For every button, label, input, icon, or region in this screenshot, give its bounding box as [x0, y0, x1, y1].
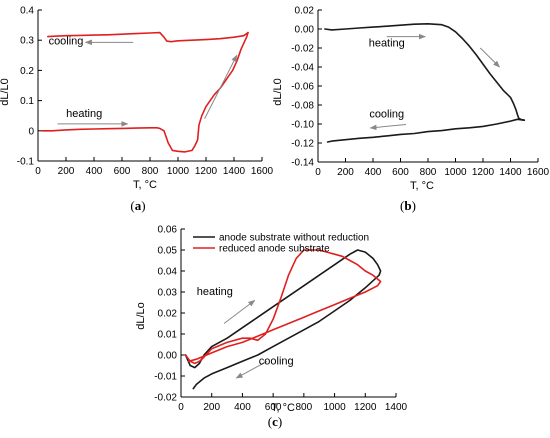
legend-entry: reduced anode substrate — [219, 244, 330, 255]
y-tick-label: -0.10 — [291, 120, 314, 131]
y-tick-label: 0.02 — [295, 6, 315, 17]
x-tick-label: 800 — [296, 402, 313, 413]
direction-arrow — [369, 123, 407, 131]
direction-arrow — [479, 47, 500, 68]
legend: anode substrate without reductionreduced… — [193, 233, 369, 255]
y-axis-label: dL/L0 — [272, 78, 284, 106]
panel-label: (a) — [130, 198, 145, 213]
x-tick-label: 200 — [58, 166, 75, 177]
series-line-1 — [184, 249, 382, 390]
x-tick-label: 600 — [265, 402, 282, 413]
annotation-heating: heating — [66, 108, 102, 120]
y-tick-label: -0.01 — [154, 372, 177, 383]
y-tick-label: -0.14 — [291, 158, 314, 169]
x-tick-label: 400 — [234, 402, 251, 413]
series-line-2 — [184, 249, 382, 365]
y-axis-label: dL/L0 — [0, 78, 11, 106]
x-tick-label: 1200 — [195, 166, 218, 177]
y-tick-label: 0.03 — [158, 288, 178, 299]
x-axis-label: T, °C — [133, 179, 157, 191]
annotation-cooling: cooling — [49, 36, 84, 48]
y-tick-label: -0.02 — [291, 44, 314, 55]
series-line-1 — [41, 31, 249, 153]
legend-entry: anode substrate without reduction — [219, 233, 369, 244]
y-tick-label: 0.04 — [158, 267, 178, 278]
y-tick-label: -0.04 — [291, 63, 314, 74]
x-tick-label: 200 — [203, 402, 220, 413]
annotation-heating: heating — [369, 38, 405, 50]
x-tick-label: 200 — [337, 167, 354, 178]
direction-arrow — [223, 299, 256, 324]
x-tick-label: 800 — [420, 167, 437, 178]
panel-label: (b) — [400, 198, 416, 213]
x-tick-label: 1200 — [354, 402, 377, 413]
series-line-1 — [324, 22, 526, 121]
x-tick-label: 0 — [35, 166, 41, 177]
series-line-2 — [46, 31, 249, 43]
direction-arrow — [204, 54, 238, 119]
y-tick-label: 0.00 — [158, 351, 178, 362]
x-tick-label: 1600 — [527, 167, 550, 178]
annotation-cooling: cooling — [369, 108, 404, 120]
y-tick-label: -0.08 — [291, 101, 314, 112]
y-tick-label: 0.02 — [158, 309, 178, 320]
x-tick-label: 0 — [178, 402, 184, 413]
y-axis-label: dL/Lo — [135, 302, 147, 330]
x-axis-label: T, °C — [271, 402, 295, 414]
x-tick-label: 1000 — [323, 402, 346, 413]
x-tick-label: 1600 — [251, 166, 274, 177]
x-tick-label: 400 — [86, 166, 103, 177]
y-tick-label: 0 — [28, 126, 34, 137]
series-line-2 — [326, 118, 526, 143]
y-tick-label: 0.06 — [158, 225, 178, 236]
x-tick-label: 1400 — [385, 402, 408, 413]
y-tick-label: 0.05 — [158, 246, 178, 257]
y-tick-label: -0.06 — [291, 82, 314, 93]
y-tick-label: -0.02 — [154, 393, 177, 404]
y-tick-label: 0.3 — [20, 36, 34, 47]
y-tick-label: -0.1 — [17, 157, 35, 168]
y-tick-label: 0.01 — [158, 330, 178, 341]
annotation-heating: heating — [197, 286, 233, 298]
x-axis-label: T, °C — [410, 180, 434, 192]
x-tick-label: 400 — [365, 167, 382, 178]
y-tick-label: 0.00 — [295, 25, 315, 36]
x-tick-label: 600 — [392, 167, 409, 178]
x-tick-label: 1000 — [167, 166, 190, 177]
annotation-cooling: cooling — [259, 355, 294, 367]
chart-panel-b: -0.14 -0.12 -0.10 -0.08 -0.06 -0.04 -0.02 0.00 0… — [272, 6, 550, 214]
y-tick-label: 0.4 — [20, 6, 34, 17]
chart-panel-a: -0.100.10.20.30.40 200 400 600 800 1000 1200 14… — [0, 6, 274, 214]
y-tick-label: -0.12 — [291, 139, 314, 150]
chart-panel-c: -0.02 -0.01 0.00 0.01 0.02 0.03 0.04 0.05 0.06 0 2… — [135, 225, 408, 430]
x-tick-label: 1400 — [499, 167, 522, 178]
y-tick-label: 0.1 — [20, 96, 34, 107]
x-tick-label: 600 — [114, 166, 131, 177]
x-tick-label: 800 — [142, 166, 159, 177]
x-tick-label: 0 — [315, 167, 321, 178]
x-tick-label: 1200 — [472, 167, 495, 178]
x-tick-label: 1400 — [223, 166, 246, 177]
direction-arrow — [235, 360, 268, 379]
x-tick-label: 1000 — [444, 167, 467, 178]
panel-label: (c) — [268, 414, 282, 429]
y-tick-label: 0.2 — [20, 66, 34, 77]
